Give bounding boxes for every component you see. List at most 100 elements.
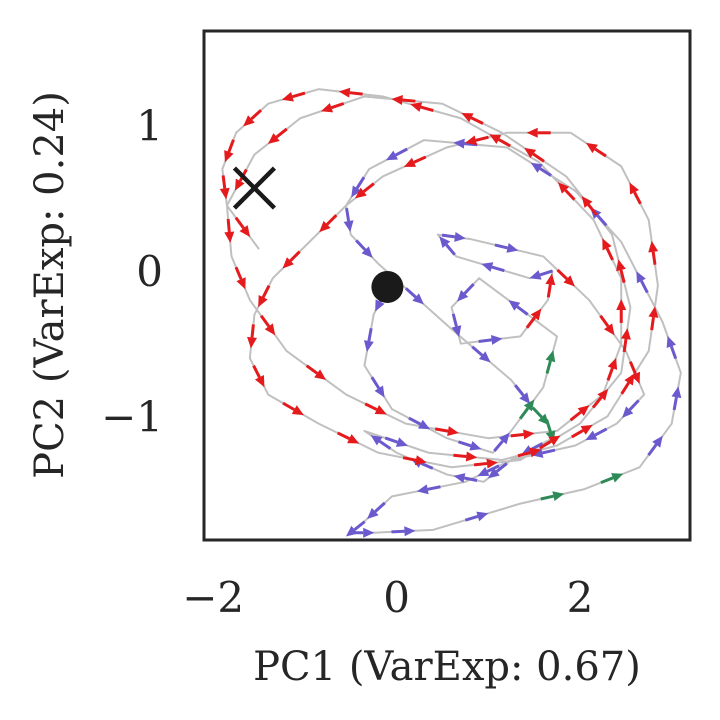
arrow-shaft (633, 191, 642, 205)
arrow-shaft (591, 396, 603, 409)
arrow-head (580, 424, 593, 435)
trajectory-arrow (343, 207, 354, 232)
arrow-head (548, 435, 561, 446)
trajectory-arrow (648, 240, 659, 265)
arrow-head (624, 373, 635, 386)
trajectory-arrow (259, 314, 276, 336)
trajectory-arrow (518, 399, 535, 420)
x-tick-label: 0 (383, 573, 410, 622)
arrow-head (519, 392, 531, 404)
arrow-shaft (370, 376, 381, 389)
trajectory-arrow (529, 269, 553, 280)
trajectory-arrow (569, 405, 590, 422)
trajectory-arrow (282, 250, 301, 269)
arrow-head (338, 87, 351, 98)
trajectory-arrow (408, 416, 431, 430)
arrow-shaft (516, 305, 529, 316)
arrow-head (530, 308, 542, 321)
arrow-head (524, 147, 537, 159)
trajectory-arrow (585, 427, 608, 441)
start-marker (371, 270, 404, 303)
trajectory-arrow (530, 162, 552, 177)
trajectory-arrow (404, 287, 424, 305)
arrow-shaft (531, 406, 543, 419)
arrow-shaft (596, 214, 608, 227)
arrow-shaft (227, 139, 235, 153)
trajectory-arrow (385, 147, 408, 161)
arrow-head (224, 231, 235, 243)
trajectory-arrow (539, 435, 561, 450)
trajectory-arrow (391, 526, 416, 537)
arrow-shaft (250, 324, 255, 338)
arrow-head (508, 300, 521, 311)
arrow-head (264, 323, 276, 336)
trajectory-arrow (666, 336, 678, 360)
arrow-head (636, 271, 646, 284)
arrow-shaft (374, 501, 386, 513)
trajectory-arrow (557, 182, 576, 201)
arrow-head (545, 350, 556, 363)
arrow-shaft (282, 401, 296, 411)
arrow-shaft (441, 233, 456, 239)
arrow-shaft (221, 175, 227, 189)
arrow-shaft (391, 529, 405, 534)
arrow-head (597, 388, 609, 401)
arrow-head (385, 150, 399, 161)
arrow-shaft (539, 440, 552, 450)
trajectory-arrow (458, 440, 482, 451)
arrow-head (374, 405, 387, 415)
arrow-head (282, 257, 294, 269)
arrow-shaft (605, 247, 614, 261)
arrow-shaft (517, 451, 531, 458)
trajectory-arrow (524, 147, 545, 163)
arrow-head (476, 511, 489, 522)
arrow-head (347, 434, 360, 444)
arrow-head (616, 259, 626, 272)
arrow-head (404, 526, 416, 537)
trajectory-arrow (464, 511, 489, 522)
arrow-head (607, 357, 618, 370)
trajectory-arrow (219, 175, 230, 200)
arrow-shaft (378, 440, 392, 450)
arrow-shaft (619, 269, 626, 283)
arrow-head (620, 328, 631, 340)
end-marker (232, 166, 277, 210)
x-axis-label: PC1 (VarExp: 0.67) (253, 644, 641, 690)
arrow-shaft (330, 102, 345, 110)
arrow-head (648, 306, 659, 318)
arrow-shaft (622, 338, 628, 353)
arrow-head (363, 340, 374, 352)
trajectory-arrow (526, 127, 551, 138)
arrow-head (666, 336, 677, 349)
arrow-shaft (539, 167, 552, 177)
arrow-shaft (463, 283, 475, 295)
arrow-head (563, 275, 575, 287)
arrow-shaft (498, 138, 511, 148)
arrow-head (355, 187, 367, 199)
arrow-head (453, 473, 466, 483)
y-tick-label: 0 (136, 247, 163, 296)
arrow-shaft (514, 384, 525, 397)
trajectory-arrow (234, 266, 246, 290)
arrow-shaft (494, 243, 508, 250)
arrow-head (454, 231, 466, 242)
arrow-shaft (384, 436, 398, 444)
arrow-shaft (470, 116, 484, 125)
arrow-shaft (250, 109, 263, 121)
trajectory-arrow (321, 102, 345, 113)
trajectory-arrow (243, 109, 263, 127)
arrow-head (258, 295, 268, 308)
x-tick-label: 2 (567, 573, 594, 622)
trajectory-arrow (370, 435, 392, 450)
arrow-head (523, 429, 535, 440)
trajectory-arrow (403, 155, 427, 167)
arrow-shaft (355, 239, 367, 251)
trajectory-arrow (531, 448, 556, 458)
arrow-head (581, 196, 593, 208)
arrow-head (351, 185, 362, 198)
trajectory-arrow (258, 285, 271, 308)
plot-background (204, 31, 690, 540)
arrow-head (319, 220, 331, 233)
arrow-shaft (495, 462, 508, 473)
arrow-head (526, 127, 538, 138)
